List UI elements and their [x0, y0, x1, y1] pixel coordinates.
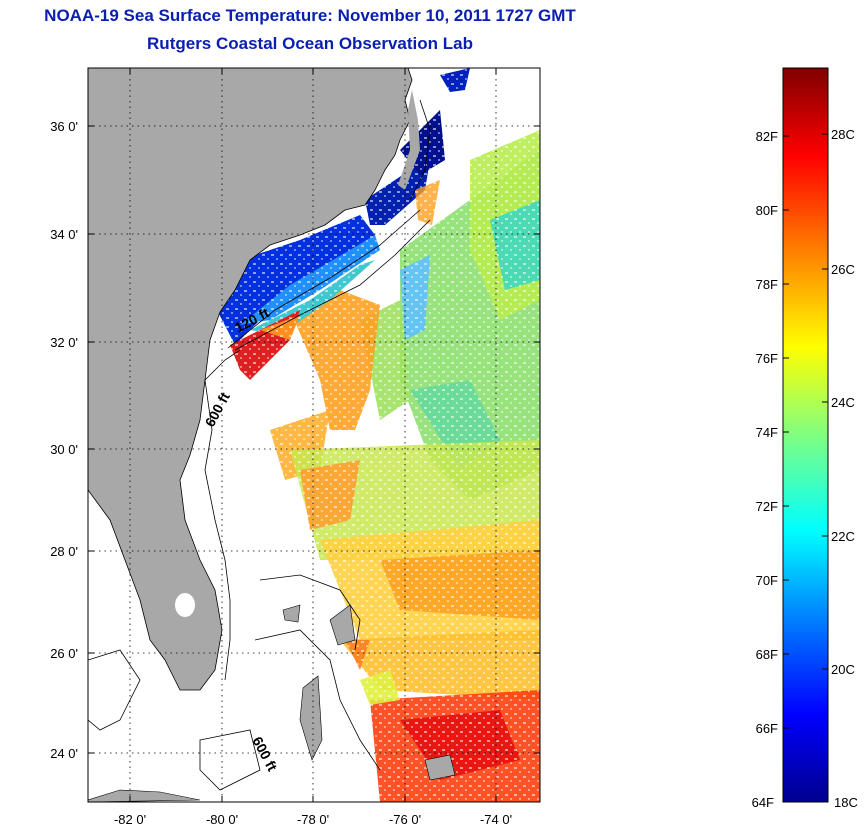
colorbar-f-label: 82F: [756, 129, 778, 144]
colorbar-c-label: 18C: [834, 795, 858, 810]
bathymetry-contours: [88, 99, 431, 791]
colorbar-ticks: [783, 133, 828, 729]
colorbar-c-label: 26C: [831, 262, 855, 277]
lon-tick-label: -80 0': [206, 812, 238, 827]
colorbar-f-label: 68F: [756, 647, 778, 662]
lat-tick-label: 24 0': [50, 746, 78, 761]
lat-tick-label: 26 0': [50, 646, 78, 661]
colorbar-f-label: 66F: [756, 721, 778, 736]
lat-tick-label: 32 0': [50, 335, 78, 350]
lon-tick-label: -78 0': [297, 812, 329, 827]
colorbar-f-label: 76F: [756, 351, 778, 366]
map-subtitle: Rutgers Coastal Ocean Observation Lab: [147, 34, 473, 53]
lon-tick-label: -82 0': [114, 812, 146, 827]
map-frame: [87, 67, 541, 803]
colorbar-f-label: 78F: [756, 277, 778, 292]
colorbar-c-label: 20C: [831, 662, 855, 677]
lon-tick-label: -76 0': [389, 812, 421, 827]
map-grid: [88, 68, 540, 802]
land-mass: [88, 68, 456, 802]
colorbar-c-label: 22C: [831, 529, 855, 544]
colorbar-f-label: 64F: [752, 795, 774, 810]
colorbar-c-label: 24C: [831, 395, 855, 410]
colorbar-f-label: 72F: [756, 499, 778, 514]
colorbar-f-label: 74F: [756, 425, 778, 440]
colorbar-c-label: 28C: [831, 127, 855, 142]
lat-tick-label: 36 0': [50, 119, 78, 134]
colorbar-f-label: 80F: [756, 203, 778, 218]
lat-tick-label: 28 0': [50, 544, 78, 559]
map-title: NOAA-19 Sea Surface Temperature: Novembe…: [44, 6, 576, 25]
colorbar-f-label: 70F: [756, 573, 778, 588]
lon-tick-label: -74 0': [480, 812, 512, 827]
colorbar: [782, 67, 829, 803]
lat-tick-label: 34 0': [50, 227, 78, 242]
map-ticks: [88, 68, 540, 802]
lat-tick-label: 30 0': [50, 442, 78, 457]
